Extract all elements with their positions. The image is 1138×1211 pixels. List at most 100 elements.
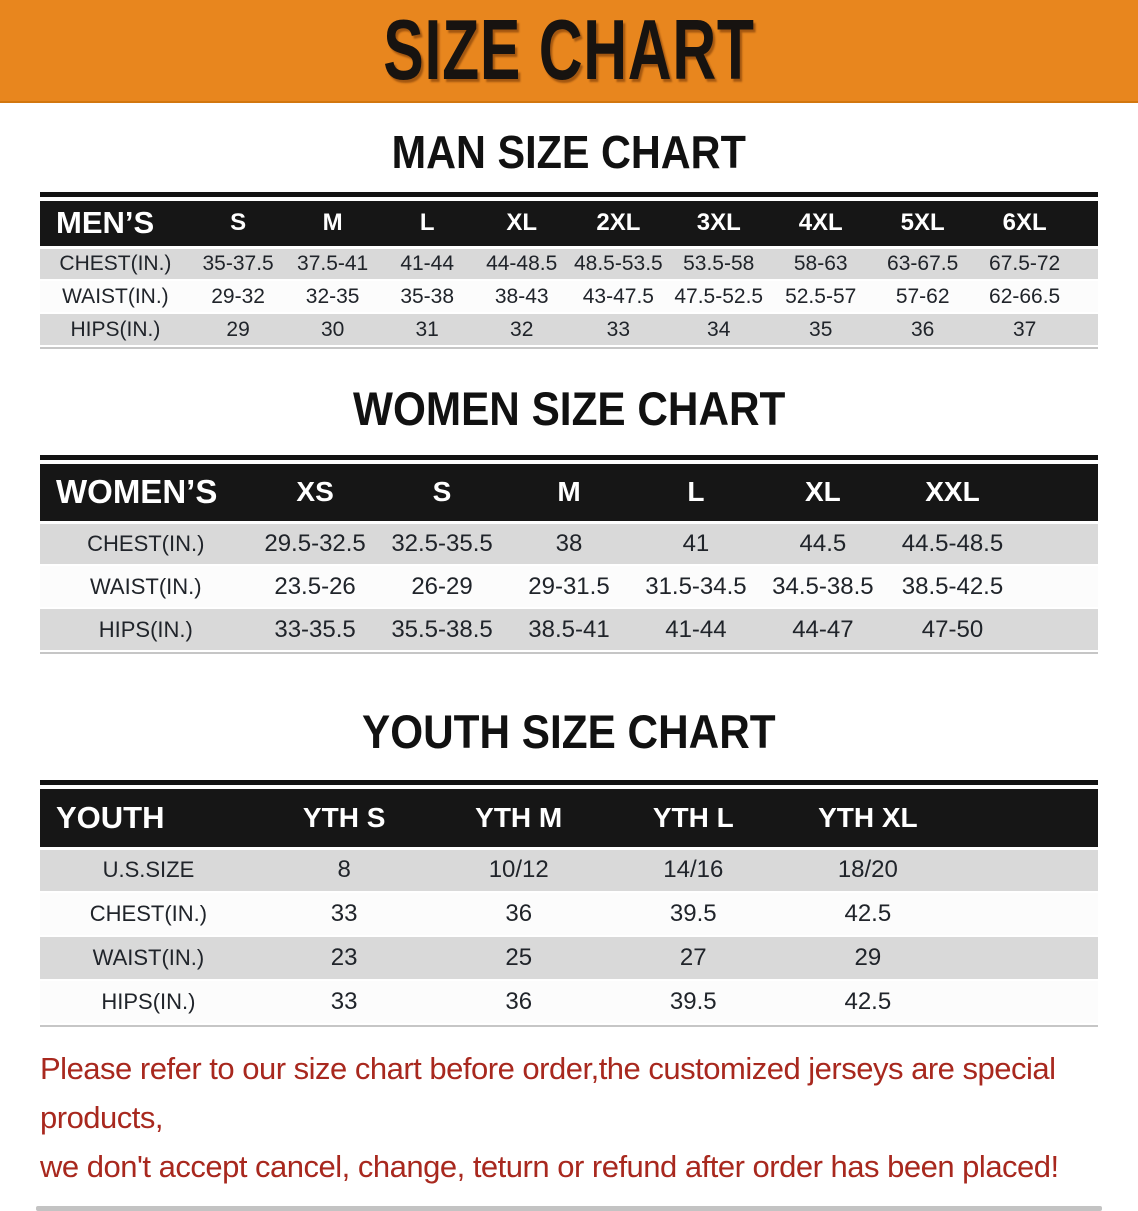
size-value: 67.5-72 xyxy=(973,247,1076,281)
men-col-6xl: 6XL xyxy=(973,201,1076,249)
women-hips-row: HIPS(IN.) 33-35.5 35.5-38.5 38.5-41 41-4… xyxy=(40,608,1098,652)
size-value: 57-62 xyxy=(871,280,974,314)
row-label-hips: HIPS(IN.) xyxy=(40,980,257,1025)
women-col-xl: XL xyxy=(759,464,887,524)
size-value: 30 xyxy=(285,313,380,347)
youth-ussize-row: U.S.SIZE 8 10/12 14/16 18/20 xyxy=(40,848,1098,893)
size-value: 33 xyxy=(256,980,432,1025)
youth-table-label: YOUTH xyxy=(40,789,257,850)
size-value: 29-32 xyxy=(190,280,286,314)
women-table-label: WOMEN’S xyxy=(40,464,252,524)
men-col-3xl: 3XL xyxy=(667,201,770,249)
size-value: 29-31.5 xyxy=(505,565,633,609)
size-value: 29 xyxy=(780,936,956,981)
size-value: 36 xyxy=(431,980,606,1025)
women-col-s: S xyxy=(378,464,506,524)
youth-col-m: YTH M xyxy=(431,789,606,850)
men-table-label: MEN’S xyxy=(40,201,191,249)
men-section-title: MAN SIZE CHART xyxy=(0,103,1138,175)
size-value: 41 xyxy=(632,522,760,566)
size-value: 48.5-53.5 xyxy=(568,247,668,281)
spacer-cell xyxy=(1075,201,1098,249)
men-hips-row: HIPS(IN.) 29 30 31 32 33 34 35 36 37 xyxy=(40,313,1098,347)
youth-col-s: YTH S xyxy=(256,789,432,850)
size-value: 32 xyxy=(474,313,569,347)
spacer-cell xyxy=(1018,608,1098,652)
women-section-title-text: WOMEN SIZE CHART xyxy=(352,382,786,435)
size-value: 36 xyxy=(871,313,974,347)
size-value: 27 xyxy=(606,936,781,981)
size-value: 43-47.5 xyxy=(568,280,668,314)
size-value: 33 xyxy=(568,313,668,347)
size-value: 39.5 xyxy=(606,980,781,1025)
spacer-cell xyxy=(1075,247,1098,281)
size-value: 47.5-52.5 xyxy=(667,280,770,314)
men-col-4xl: 4XL xyxy=(769,201,872,249)
row-label-hips: HIPS(IN.) xyxy=(40,608,252,652)
size-value: 14/16 xyxy=(606,848,781,893)
men-chest-row: CHEST(IN.) 35-37.5 37.5-41 41-44 44-48.5… xyxy=(40,247,1098,281)
women-col-m: M xyxy=(505,464,633,524)
youth-hips-row: HIPS(IN.) 33 36 39.5 42.5 xyxy=(40,980,1098,1025)
size-value: 42.5 xyxy=(780,980,956,1025)
women-col-xxl: XXL xyxy=(886,464,1019,524)
women-chest-row: CHEST(IN.) 29.5-32.5 32.5-35.5 38 41 44.… xyxy=(40,522,1098,566)
men-col-l: L xyxy=(379,201,475,249)
size-value: 39.5 xyxy=(606,892,781,937)
row-label-waist: WAIST(IN.) xyxy=(40,565,252,609)
women-size-table: WOMEN’S XS S M L XL XXL CHEST(IN.) 29.5-… xyxy=(40,464,1098,652)
row-label-us-size: U.S.SIZE xyxy=(40,848,257,893)
size-value: 33 xyxy=(256,892,432,937)
women-waist-row: WAIST(IN.) 23.5-26 26-29 29-31.5 31.5-34… xyxy=(40,565,1098,609)
men-size-table-wrap: MEN’S S M L XL 2XL 3XL 4XL 5XL 6XL CHEST… xyxy=(40,192,1098,349)
size-value: 44.5-48.5 xyxy=(886,522,1019,566)
size-value: 62-66.5 xyxy=(973,280,1076,314)
row-label-chest: CHEST(IN.) xyxy=(40,247,191,281)
women-header-row: WOMEN’S XS S M L XL XXL xyxy=(40,464,1098,524)
women-size-table-wrap: WOMEN’S XS S M L XL XXL CHEST(IN.) 29.5-… xyxy=(40,455,1098,654)
row-label-waist: WAIST(IN.) xyxy=(40,936,257,981)
size-value: 36 xyxy=(431,892,606,937)
size-value: 37 xyxy=(973,313,1076,347)
men-col-5xl: 5XL xyxy=(871,201,974,249)
size-value: 41-44 xyxy=(632,608,760,652)
bottom-edge-divider xyxy=(36,1205,1102,1211)
size-value: 52.5-57 xyxy=(769,280,872,314)
disclaimer-line-2: we don't accept cancel, change, teturn o… xyxy=(40,1148,1059,1184)
size-value: 63-67.5 xyxy=(871,247,974,281)
size-value: 26-29 xyxy=(378,565,506,609)
size-value: 25 xyxy=(431,936,606,981)
spacer-cell xyxy=(1075,313,1098,347)
size-value: 38.5-42.5 xyxy=(886,565,1019,609)
size-value: 35.5-38.5 xyxy=(378,608,506,652)
size-value: 33-35.5 xyxy=(251,608,379,652)
size-value: 58-63 xyxy=(769,247,872,281)
size-value: 38.5-41 xyxy=(505,608,633,652)
spacer-cell xyxy=(955,980,1098,1025)
banner-title: SIZE CHART xyxy=(383,2,755,98)
size-value: 47-50 xyxy=(886,608,1019,652)
row-label-waist: WAIST(IN.) xyxy=(40,280,191,314)
row-label-hips: HIPS(IN.) xyxy=(40,313,191,347)
size-value: 8 xyxy=(256,848,432,893)
youth-section-title: YOUTH SIZE CHART xyxy=(0,654,1138,755)
youth-size-table-wrap: YOUTH YTH S YTH M YTH L YTH XL U.S.SIZE … xyxy=(40,780,1098,1027)
size-value: 35 xyxy=(769,313,872,347)
size-value: 10/12 xyxy=(431,848,606,893)
size-value: 31.5-34.5 xyxy=(632,565,760,609)
size-value: 23.5-26 xyxy=(251,565,379,609)
size-value: 34.5-38.5 xyxy=(759,565,887,609)
disclaimer-line-1: Please refer to our size chart before or… xyxy=(40,1051,1056,1135)
size-value: 29.5-32.5 xyxy=(251,522,379,566)
size-value: 35-37.5 xyxy=(190,247,286,281)
size-value: 44-47 xyxy=(759,608,887,652)
size-value: 18/20 xyxy=(780,848,956,893)
size-value: 37.5-41 xyxy=(285,247,380,281)
row-label-chest: CHEST(IN.) xyxy=(40,892,257,937)
men-col-xl: XL xyxy=(474,201,569,249)
men-header-row: MEN’S S M L XL 2XL 3XL 4XL 5XL 6XL xyxy=(40,201,1098,249)
size-value: 32.5-35.5 xyxy=(378,522,506,566)
size-value: 29 xyxy=(190,313,286,347)
spacer-cell xyxy=(1018,565,1098,609)
size-value: 23 xyxy=(256,936,432,981)
